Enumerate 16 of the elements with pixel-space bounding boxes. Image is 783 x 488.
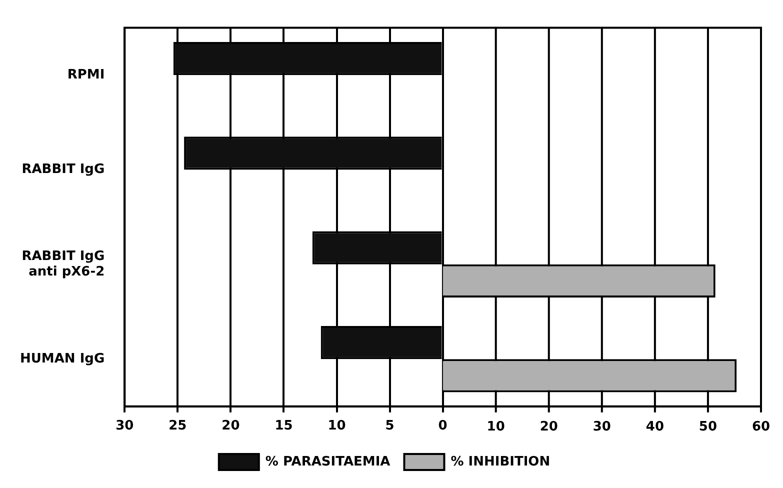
y-tick-label: RPMI	[67, 68, 105, 82]
x-tick-label: 0	[438, 418, 448, 434]
x-tick-label: 20	[222, 418, 240, 434]
x-tick-label: 10	[328, 418, 346, 434]
y-tick-label: RABBIT IgG anti pX6-2	[22, 249, 105, 280]
y-tick-label: HUMAN IgG	[20, 351, 105, 366]
x2-tick-label: 50	[698, 419, 718, 434]
x-tick-label: 30	[116, 418, 134, 434]
y-tick-label: RABBIT IgG	[22, 162, 105, 178]
x2-tick-label: 40	[646, 419, 664, 434]
x-tick-label: 5	[385, 418, 394, 434]
legend-label: % INHIBITION	[450, 454, 550, 470]
legend-label: % PARASITAEMIA	[265, 454, 390, 470]
x-tick-label: 15	[274, 418, 293, 434]
x2-tick-label: 60	[752, 419, 770, 434]
x-tick-label: 25	[168, 418, 187, 434]
